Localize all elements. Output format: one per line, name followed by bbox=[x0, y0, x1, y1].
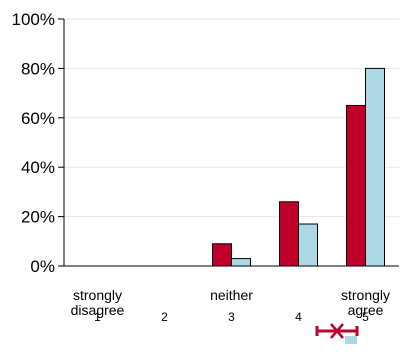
bar-series-1-cat-3 bbox=[212, 243, 232, 267]
bar-series-2-cat-5 bbox=[365, 67, 385, 267]
x-category-text: disagree bbox=[71, 302, 125, 318]
x-category-number: 4 bbox=[295, 310, 302, 324]
bar-series-1-cat-4 bbox=[279, 201, 299, 267]
bar-series-2-cat-3 bbox=[231, 258, 251, 267]
gridlines bbox=[64, 18, 399, 218]
x-category-number: 2 bbox=[161, 310, 168, 324]
bar-series-2-cat-4 bbox=[298, 223, 318, 267]
y-tick-label: 40% bbox=[21, 158, 55, 177]
bar-series-1-cat-5 bbox=[346, 104, 366, 267]
x-category-text: strongly bbox=[341, 287, 390, 303]
range-marker-box bbox=[345, 336, 357, 344]
y-tick-label: 100% bbox=[12, 10, 55, 29]
x-category-text: agree bbox=[348, 302, 384, 318]
axes bbox=[58, 18, 399, 267]
x-category-text: neither bbox=[210, 287, 253, 303]
x-category-number: 1 bbox=[94, 310, 101, 324]
y-tick-label: 80% bbox=[21, 59, 55, 78]
x-category-number: 5 bbox=[362, 310, 369, 324]
y-tick-label: 60% bbox=[21, 109, 55, 128]
y-tick-labels: 0% 20% 40% 60% 80% 100% bbox=[12, 10, 55, 276]
range-marker-icon bbox=[315, 323, 359, 344]
y-tick-label: 0% bbox=[30, 257, 55, 276]
y-tick-label: 20% bbox=[21, 208, 55, 227]
x-category-text: strongly bbox=[73, 287, 122, 303]
range-marker-x-b bbox=[330, 323, 344, 339]
x-category-number: 3 bbox=[228, 310, 235, 324]
